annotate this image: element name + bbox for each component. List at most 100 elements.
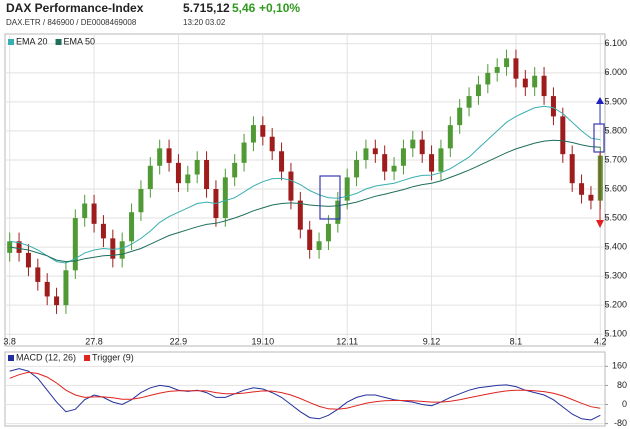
candle-body	[438, 148, 444, 172]
candle-body	[429, 154, 435, 172]
y-tick-label: 5.900	[604, 96, 627, 106]
y-tick-label: 5.800	[604, 125, 627, 135]
candle-body	[63, 270, 69, 306]
candle-body	[522, 78, 528, 88]
candle-body	[91, 203, 97, 224]
time: 13:20 03.02	[183, 18, 226, 27]
candle-body	[241, 142, 247, 163]
candle-body	[185, 174, 191, 184]
y-tick-label: 80	[617, 380, 627, 390]
x-tick-label: 4.2	[594, 336, 607, 346]
candle-body	[175, 162, 181, 184]
candle-body	[588, 194, 594, 201]
candle-body	[363, 148, 369, 160]
candle-body	[382, 154, 388, 172]
x-tick-label: 8.1	[510, 336, 523, 346]
x-tick-label: 12.11	[336, 336, 358, 346]
x-tick-label: 19.10	[252, 336, 275, 346]
candle-body	[119, 241, 125, 259]
candle-body	[307, 229, 313, 250]
plot: 5.100 5.200 5.300 5.400 5.500 5.600 5.700 5.800…	[3, 34, 627, 428]
y-tick-label: 6.100	[604, 38, 627, 48]
candle-body	[410, 139, 416, 149]
series-line	[9, 371, 601, 410]
y-tick-label: 5.600	[604, 183, 627, 193]
candle-body	[129, 212, 135, 242]
legend-swatch	[84, 355, 91, 361]
candle-body	[391, 165, 397, 172]
y-tick-label: 5.500	[604, 212, 627, 222]
candle-body	[166, 148, 172, 163]
candle-body	[316, 241, 322, 250]
change-percent: +0,10%	[259, 1, 300, 15]
candle-body	[466, 96, 472, 108]
candle-body	[82, 203, 88, 219]
candle-body	[35, 267, 41, 282]
x-tick-label: 22.9	[170, 336, 188, 346]
y-tick-label: 160	[612, 361, 627, 371]
candle-body	[485, 72, 491, 85]
candle-body	[344, 177, 350, 201]
candle-body	[504, 58, 510, 68]
candle-body	[269, 136, 275, 152]
change: 5,46	[232, 1, 256, 15]
y-tick-label: 6.000	[604, 67, 627, 77]
candle-body	[222, 177, 228, 219]
candle-body	[354, 159, 360, 178]
candle-body	[147, 165, 153, 189]
candle-body	[204, 159, 210, 189]
x-tick-label: 9.12	[423, 336, 441, 346]
series-line	[9, 368, 601, 421]
candle-body	[541, 75, 547, 97]
candle-body	[138, 189, 144, 213]
legend-label: EMA 20	[16, 36, 48, 46]
candle-body	[560, 116, 566, 155]
highlight-box	[319, 175, 341, 220]
macd-frame	[4, 351, 606, 427]
candle-body	[25, 252, 31, 268]
candle-body	[579, 183, 585, 195]
candle-body	[16, 241, 22, 253]
legend-swatch	[55, 39, 62, 45]
y-tick-label: 5.100	[604, 329, 627, 339]
legend-label: MACD (12, 26)	[16, 352, 76, 362]
candle-body	[194, 159, 200, 175]
arrow-down-head	[596, 220, 604, 228]
candle-body	[110, 238, 116, 259]
candle-body	[400, 148, 406, 166]
series-line	[9, 139, 601, 263]
candle-body	[157, 148, 163, 166]
highlight-box	[593, 123, 605, 153]
candle-body	[288, 171, 294, 201]
series-line	[9, 105, 601, 264]
candle-body	[297, 200, 303, 230]
candle-body	[335, 200, 341, 224]
y-tick-label: 5.300	[604, 270, 627, 280]
candle-body	[250, 125, 256, 143]
candle-body	[513, 58, 519, 79]
candle-body	[260, 125, 266, 137]
y-tick-label: 5.400	[604, 241, 627, 251]
x-tick-label: 27.8	[85, 336, 103, 346]
candle-body	[419, 139, 425, 155]
x-tick-label: 3.8	[3, 336, 16, 346]
legend-label: EMA 50	[64, 36, 96, 46]
y-tick-label: -80	[614, 418, 627, 428]
price: 5.715,12	[183, 1, 230, 15]
candle-body	[372, 148, 378, 155]
candle-body	[7, 241, 13, 253]
y-tick-label: 5.700	[604, 154, 627, 164]
arrow-up-head	[596, 97, 604, 104]
y-tick-label: 5.200	[604, 300, 627, 310]
candle-body	[457, 107, 463, 126]
candle-body	[54, 296, 60, 306]
candle-body	[550, 96, 556, 117]
identifiers: DAX.ETR / 846900 / DE0008469008	[6, 18, 137, 27]
y-tick-label: 0	[622, 399, 627, 409]
main-frame	[4, 33, 606, 347]
candle-body	[44, 281, 50, 297]
legend-swatch	[8, 355, 14, 361]
candle-body	[72, 218, 78, 271]
candle-body	[447, 125, 453, 149]
